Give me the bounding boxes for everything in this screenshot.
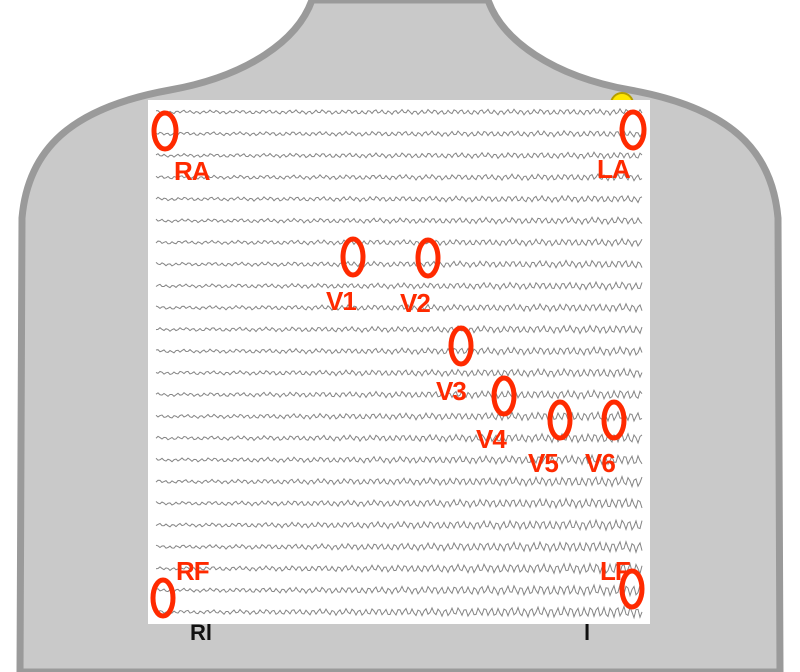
ecg-trace-row <box>155 129 643 138</box>
electrode-label-la: LA <box>597 154 631 184</box>
electrode-v5[interactable]: V5 <box>528 399 573 478</box>
ecg-trace-row <box>155 388 643 401</box>
under-label-right: l <box>584 620 590 645</box>
ecg-trace-row <box>155 540 643 554</box>
electrode-label-v3: V3 <box>436 376 466 406</box>
electrode-label-v5: V5 <box>528 448 558 478</box>
under-label-left: Rl <box>190 620 212 645</box>
ecg-trace-row <box>155 367 643 379</box>
ecg-trace-row <box>155 561 643 576</box>
electrode-rf[interactable]: RF <box>150 556 210 619</box>
electrode-label-v4: V4 <box>476 424 507 454</box>
electrode-lf[interactable]: LF <box>600 556 645 610</box>
ecg-trace-row <box>155 583 643 598</box>
electrode-ra[interactable]: RA <box>151 110 212 186</box>
ecg-traces <box>155 107 643 620</box>
electrode-v4[interactable]: V4 <box>476 375 517 454</box>
electrode-layer: RA LA V1 V2 V3 V4 V5 V6 <box>150 109 647 619</box>
ecg-trace-row <box>155 604 643 620</box>
electrode-v3[interactable]: V3 <box>436 325 474 406</box>
ecg-trace-row <box>155 237 643 248</box>
electrode-label-rf: RF <box>176 556 209 586</box>
ecg-trace-row <box>155 497 643 510</box>
ecg-paper <box>148 100 650 624</box>
electrode-label-ra: RA <box>174 156 211 186</box>
ecg-trace-row <box>155 324 643 335</box>
electrode-label-v2: V2 <box>400 288 430 318</box>
electrode-la[interactable]: LA <box>597 109 647 184</box>
ecg-trace-row <box>155 474 643 489</box>
electrode-label-lf: LF <box>600 556 630 586</box>
ecg-trace-row <box>155 194 643 204</box>
electrode-label-v1: V1 <box>326 286 356 316</box>
electrode-v6[interactable]: V6 <box>585 399 627 478</box>
ecg-trace-row <box>155 453 643 466</box>
ecg-trace-row <box>155 259 643 269</box>
electrode-label-v6: V6 <box>585 448 615 478</box>
ecg-trace-row <box>155 151 643 160</box>
ecg-trace-row <box>155 345 643 357</box>
ecg-trace-row <box>155 518 643 532</box>
ecg-trace-row <box>155 410 643 423</box>
ecg-trace-row <box>155 280 643 292</box>
electrode-v1[interactable]: V1 <box>326 236 366 316</box>
ecg-trace-row <box>155 172 643 182</box>
ecg-trace-row <box>155 107 643 117</box>
ecg-trace-row <box>155 302 643 314</box>
electrode-v2[interactable]: V2 <box>400 237 441 318</box>
ecg-trace-row <box>155 216 643 226</box>
